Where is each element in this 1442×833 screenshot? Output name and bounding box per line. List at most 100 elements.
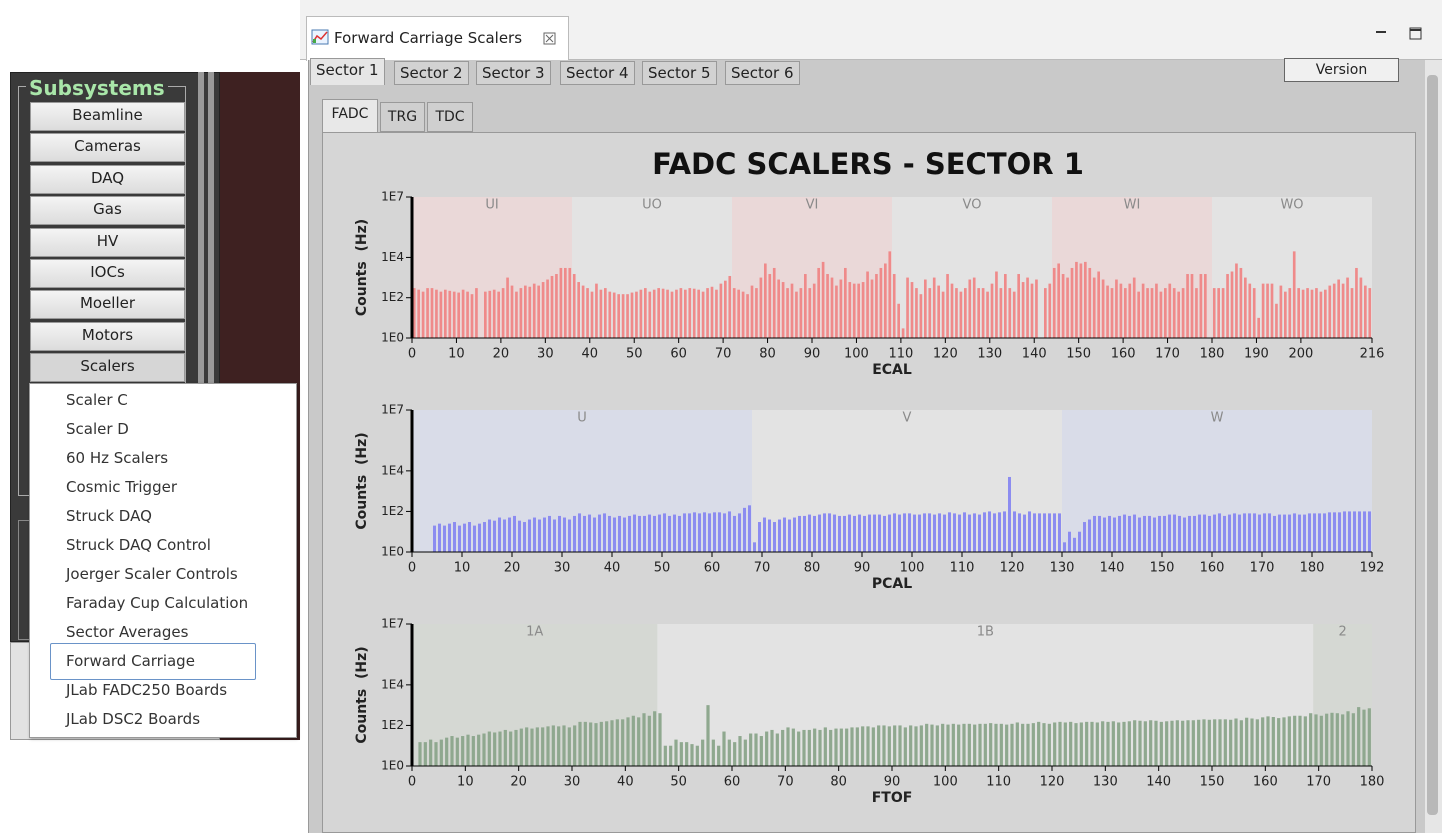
sub-tab[interactable]: TRG	[380, 102, 425, 132]
region-label: V	[903, 411, 912, 426]
bar	[1097, 271, 1100, 338]
y-tick-label: 1E2	[381, 718, 404, 732]
bar	[578, 513, 581, 552]
bar	[506, 277, 509, 338]
bar	[608, 291, 612, 338]
menu-item[interactable]: 60 Hz Scalers	[66, 449, 169, 467]
y-tick-label: 1E0	[381, 759, 404, 773]
bar	[615, 719, 619, 766]
bar	[797, 731, 801, 766]
x-tick-label: 120	[1040, 775, 1065, 790]
bar	[1021, 282, 1025, 338]
bar	[1093, 515, 1096, 552]
editor-tab[interactable]: Forward Carriage Scalers	[306, 16, 569, 61]
bar	[617, 294, 620, 338]
bar	[577, 282, 580, 338]
y-tick-label: 1E7	[381, 190, 404, 204]
sub-tab[interactable]: TDC	[427, 102, 473, 132]
menu-item[interactable]: Struck DAQ Control	[66, 536, 211, 554]
bar	[882, 725, 886, 766]
bar	[821, 261, 825, 338]
subsystem-button[interactable]: Motors	[30, 322, 185, 351]
x-tick-label: 10	[457, 775, 474, 790]
bar	[1103, 517, 1106, 552]
bar	[1255, 719, 1259, 766]
menu-item[interactable]: Struck DAQ	[66, 507, 152, 525]
bar	[743, 507, 746, 552]
bar	[1178, 515, 1181, 552]
subsystem-button[interactable]: Beamline	[30, 102, 185, 131]
menu-item[interactable]: Forward Carriage	[66, 652, 195, 670]
bar	[873, 514, 876, 552]
bar	[1170, 720, 1174, 766]
sector-tab[interactable]: Sector 6	[725, 61, 800, 85]
menu-item[interactable]: Cosmic Trigger	[66, 478, 177, 496]
subsystem-button[interactable]: IOCs	[30, 259, 185, 288]
bar	[1133, 720, 1137, 766]
bar	[568, 519, 571, 552]
y-tick-label: 1E7	[381, 403, 404, 417]
bar	[1155, 283, 1158, 338]
menu-item[interactable]: Sector Averages	[66, 623, 189, 641]
sector-tab[interactable]: Sector 3	[476, 61, 551, 85]
bar	[1273, 515, 1276, 552]
bar	[642, 713, 646, 766]
bar	[548, 515, 551, 552]
bar	[1309, 713, 1313, 766]
bar	[933, 514, 936, 552]
bar	[595, 283, 598, 338]
menu-item[interactable]: Faraday Cup Calculation	[66, 594, 249, 612]
sector-tab[interactable]: Sector 2	[394, 61, 469, 85]
menu-item[interactable]: Scaler C	[66, 391, 128, 409]
bar	[524, 285, 527, 338]
subsystem-button[interactable]: Moeller	[30, 290, 185, 319]
subsystem-button[interactable]: DAQ	[30, 165, 185, 194]
y-axis-label: Counts (Hz)	[354, 219, 370, 316]
bar	[1367, 708, 1371, 766]
bar	[1287, 716, 1291, 766]
bar	[562, 725, 566, 766]
subsystem-button[interactable]: HV	[30, 228, 185, 257]
sector-tab[interactable]: Sector 4	[560, 61, 635, 85]
bar	[598, 514, 601, 552]
bar	[919, 725, 923, 766]
bar	[754, 733, 758, 766]
bar	[1090, 721, 1094, 766]
bar	[1010, 723, 1014, 766]
sector-tab[interactable]: Sector 5	[642, 61, 717, 85]
subsystem-button[interactable]: Scalers	[30, 353, 185, 382]
bar	[828, 513, 831, 552]
window-controls[interactable]	[1372, 26, 1432, 42]
menu-item[interactable]: Joerger Scaler Controls	[66, 565, 238, 583]
sub-tab[interactable]: FADC	[322, 99, 378, 132]
bar	[830, 277, 834, 338]
bar	[750, 285, 754, 338]
subsystem-button[interactable]: Cameras	[30, 133, 185, 162]
bar	[1199, 274, 1203, 338]
bar	[593, 517, 596, 552]
bar	[1117, 722, 1121, 766]
tab-close[interactable]	[543, 32, 557, 46]
bar	[897, 303, 900, 338]
version-button[interactable]: Version	[1284, 58, 1399, 82]
bar	[706, 705, 710, 766]
subsystem-button[interactable]: Gas	[30, 196, 185, 225]
bar	[443, 525, 446, 552]
x-tick-label: 200	[1288, 347, 1313, 362]
bar	[418, 742, 422, 766]
scroll-thumb[interactable]	[1427, 75, 1438, 815]
bar	[743, 739, 747, 766]
sector-tab[interactable]: Sector 1	[310, 58, 385, 85]
bar	[501, 288, 505, 338]
x-tick-label: 170	[1306, 775, 1331, 790]
menu-item[interactable]: JLab FADC250 Boards	[66, 681, 228, 699]
bar	[892, 274, 896, 338]
header-blank	[0, 0, 300, 60]
bar	[870, 279, 874, 338]
menu-item[interactable]: Scaler D	[66, 420, 129, 438]
bar	[1218, 513, 1221, 552]
x-tick-label: 30	[554, 561, 571, 576]
bar	[455, 737, 459, 766]
bar	[1069, 721, 1073, 766]
menu-item[interactable]: JLab DSC2 Boards	[66, 710, 201, 728]
